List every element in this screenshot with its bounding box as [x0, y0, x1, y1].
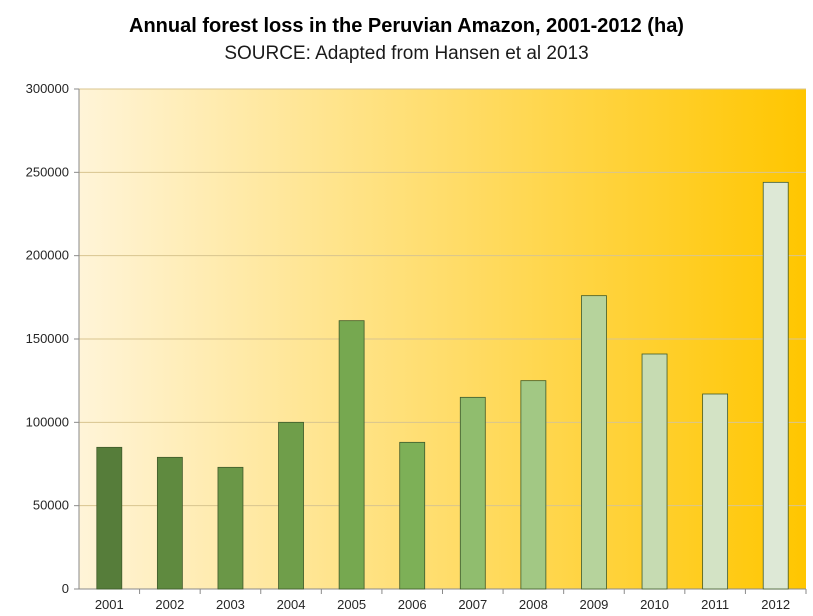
bar-2010 [641, 353, 668, 590]
bar-2006 [399, 441, 426, 590]
y-tick-labels: 0 50000 100000 150000 200000 250000 300000 [26, 81, 69, 596]
x-tick-label: 2008 [519, 597, 548, 612]
x-tick-label: 2012 [761, 597, 790, 612]
bar-2007 [459, 396, 486, 590]
bar-2009 [581, 295, 607, 590]
bar-2002 [156, 456, 183, 590]
x-tick-label: 2003 [216, 597, 245, 612]
x-tick-label: 2011 [701, 597, 729, 612]
y-tick-label: 0 [62, 581, 69, 596]
bar-2008 [520, 380, 547, 590]
x-tick-label: 2002 [155, 597, 184, 612]
y-tick-label: 300000 [26, 81, 69, 96]
bar-2012 [762, 181, 789, 590]
bar-2004 [278, 421, 304, 590]
x-tick-label: 2007 [458, 597, 487, 612]
y-tick-label: 50000 [33, 498, 69, 513]
x-tick-label: 2009 [579, 597, 608, 612]
x-tick-label: 2001 [95, 597, 124, 612]
y-tick-label: 250000 [26, 164, 69, 179]
x-tick-label: 2010 [640, 597, 669, 612]
y-tick-label: 200000 [26, 248, 69, 263]
bar-2011 [702, 393, 729, 590]
axes [74, 88, 807, 594]
x-tick-label: 2006 [398, 597, 427, 612]
y-tick-label: 100000 [26, 414, 69, 429]
bar-2001 [96, 446, 123, 590]
bar-2005 [338, 320, 365, 590]
chart-title: Annual forest loss in the Peruvian Amazo… [129, 15, 684, 37]
x-tick-labels: 2001 2002 2003 2004 2005 2006 2007 2008 2009 2010… [95, 597, 790, 612]
x-tick-label: 2005 [337, 597, 366, 612]
gridlines [79, 88, 806, 507]
y-tick-label: 150000 [26, 331, 69, 346]
x-tick-label: 2004 [277, 597, 306, 612]
chart-subtitle: SOURCE: Adapted from Hansen et al 2013 [224, 43, 589, 64]
bars [96, 181, 789, 590]
bar-2003 [217, 466, 244, 590]
